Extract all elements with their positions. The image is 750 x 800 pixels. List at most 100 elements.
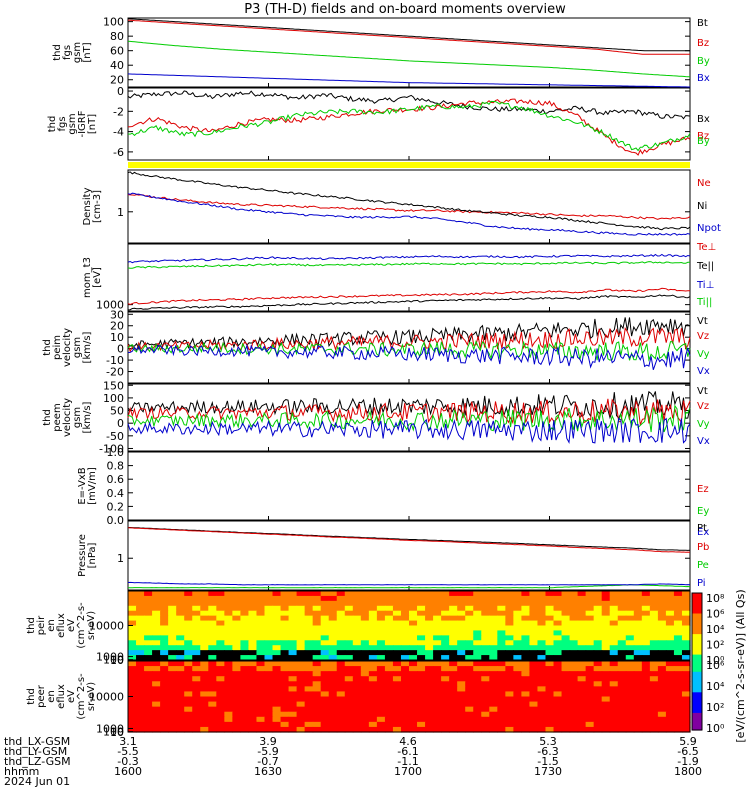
spectrogram-cell [401, 621, 410, 627]
spectrogram-cell [425, 717, 434, 723]
spectrogram-cell [297, 626, 306, 632]
legend-fgs_mag-2: By [697, 56, 710, 67]
spectrogram-cell [626, 661, 635, 667]
spectrogram-cell [353, 661, 362, 667]
spectrogram-cell [281, 630, 290, 636]
spectrogram-cell [321, 635, 330, 641]
spectrogram-cell [513, 640, 522, 646]
spectrogram-cell [473, 601, 482, 607]
y-axis-label: thdpeimvelocitygsm[km/s] [42, 328, 93, 367]
spectrogram-cell [634, 616, 643, 622]
spectrogram-cell [128, 697, 137, 703]
spectrogram-cell [385, 702, 394, 708]
spectrogram-cell [521, 717, 530, 723]
spectrogram-cell [393, 691, 402, 697]
spectrogram-cell [562, 707, 571, 713]
spectrogram-cell [537, 635, 546, 641]
spectrogram-cell [529, 661, 538, 667]
spectrogram-cell [297, 671, 306, 677]
spectrogram-cell [449, 702, 458, 708]
spectrogram-cell [505, 702, 514, 708]
spectrogram-cell [578, 671, 587, 677]
legend-peem_vel-2: Vy [697, 419, 710, 430]
spectrogram-cell [634, 601, 643, 607]
spectrogram-cell [521, 712, 530, 718]
spectrogram-cell [144, 601, 153, 607]
spectrogram-cell [481, 591, 490, 597]
spectrogram-cell [393, 671, 402, 677]
spectrogram-cell [602, 596, 611, 602]
spectrogram-cell [497, 645, 506, 651]
spectrogram-cell [385, 712, 394, 718]
spectrogram-cell [409, 666, 418, 672]
spectrogram-cell [208, 661, 217, 667]
spectrogram-cell [281, 691, 290, 697]
spectrogram-cell [385, 635, 394, 641]
spectrogram-cell [353, 722, 362, 728]
spectrogram-cell [152, 681, 161, 687]
y-axis-label: Pressure[nPa] [77, 534, 98, 577]
spectrogram-cell [425, 626, 434, 632]
spectrogram-cell [473, 697, 482, 703]
spectrogram-cell [152, 635, 161, 641]
spectrogram-cell [369, 671, 378, 677]
spectrogram-cell [144, 645, 153, 651]
spectrogram-cell [545, 671, 554, 677]
spectrogram-cell [361, 635, 370, 641]
spectrogram-cell [345, 666, 354, 672]
spectrogram-cell [594, 681, 603, 687]
spectrogram-cell [473, 686, 482, 692]
spectrogram-cell [513, 702, 522, 708]
series-line-fgs_dmag-1 [128, 99, 690, 155]
spectrogram-cell [513, 645, 522, 651]
spectrogram-cell [521, 645, 530, 651]
spectrogram-cell [537, 707, 546, 713]
spectrogram-cell [297, 691, 306, 697]
spectrogram-cell [192, 650, 201, 656]
spectrogram-cell [425, 661, 434, 667]
spectrogram-cell [248, 702, 257, 708]
spectrogram-cell [216, 671, 225, 677]
spectrogram-cell [377, 616, 386, 622]
spectrogram-cell [505, 616, 514, 622]
spectrogram-cell [248, 616, 257, 622]
spectrogram-cell [393, 591, 402, 597]
spectrogram-cell [642, 722, 651, 728]
spectrogram-cell [409, 645, 418, 651]
spectrogram-cell [417, 601, 426, 607]
spectrogram-cell [529, 606, 538, 612]
spectrogram-cell [529, 702, 538, 708]
spectrogram-cell [264, 645, 273, 651]
spectrogram-cell [240, 611, 249, 617]
spectrogram-cell [216, 630, 225, 636]
spectrogram-cell [481, 611, 490, 617]
spectrogram-cell [513, 671, 522, 677]
spectrogram-cell [248, 676, 257, 682]
spectrogram-cell [594, 686, 603, 692]
spectrogram-cell [136, 601, 145, 607]
spectrogram-cell [369, 697, 378, 703]
spectrogram-cell [176, 661, 185, 667]
spectrogram-cell [369, 712, 378, 718]
spectrogram-cell [297, 661, 306, 667]
spectrogram-cell [457, 591, 466, 597]
spectrogram-cell [152, 640, 161, 646]
panel-temp: mom_t3[eV]1000Te⊥Te||Ti⊥Ti|| [82, 242, 716, 312]
spectrogram-cell [232, 717, 241, 723]
spectrogram-cell [666, 601, 675, 607]
spectrogram-cell [481, 702, 490, 708]
spectrogram-cell [329, 712, 338, 718]
spectrogram-cell [586, 596, 595, 602]
spectrogram-cell [273, 616, 282, 622]
spectrogram-cell [248, 621, 257, 627]
spectrogram-cell [682, 606, 691, 612]
spectrogram-cell [385, 671, 394, 677]
spectrogram-cell [321, 697, 330, 703]
spectrogram-cell [256, 645, 265, 651]
spectrogram-cell [264, 697, 273, 703]
spectrogram-cell [682, 702, 691, 708]
spectrogram-cell [192, 630, 201, 636]
spectrogram-cell [232, 635, 241, 641]
spectrogram-cell [281, 666, 290, 672]
spectrogram-cell [289, 596, 298, 602]
